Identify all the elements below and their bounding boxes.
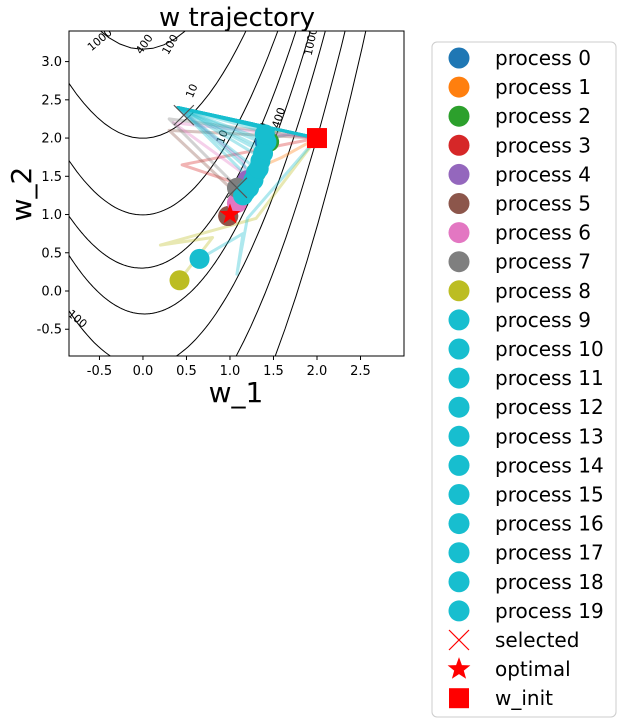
contour-line [235, 31, 346, 356]
legend-marker [448, 367, 470, 389]
legend-label: optimal [495, 657, 571, 681]
x-tick-label: 2.5 [350, 364, 371, 379]
legend-marker [448, 425, 470, 447]
endpoint-process-9 [189, 248, 210, 269]
y-tick-label: 3.0 [41, 55, 62, 70]
contour-label: 400 [133, 32, 156, 57]
selected-marker [226, 177, 248, 199]
plot-frame [68, 30, 405, 357]
trajectory-process-9 [198, 137, 319, 276]
legend-marker [448, 484, 470, 505]
contour-label: 10 [183, 82, 200, 100]
y-tick-label: 2.5 [41, 93, 62, 108]
legend-box [431, 41, 617, 718]
legend-label: process 9 [495, 308, 591, 332]
contour-line [69, 31, 279, 216]
legend-marker [448, 163, 470, 185]
contour-line [69, 31, 326, 356]
optimal-star [219, 203, 241, 224]
y-axis-ticks: -0.5 0.0 0.5 1.0 1.5 2.0 2.5 3.0 [37, 55, 69, 338]
x-tick-label: 0.5 [176, 364, 197, 379]
legend-label: process 10 [495, 337, 604, 361]
legend-marker [448, 629, 470, 651]
contour-label: 400 [269, 106, 288, 130]
contour-label: 1000 [85, 26, 115, 54]
legend-label: process 2 [495, 104, 591, 128]
legend-label: process 11 [495, 366, 604, 390]
y-tick-label: 0.5 [41, 246, 62, 261]
contour-line [99, 31, 187, 50]
x-tick-label: 2.0 [307, 364, 328, 379]
legend-label: process 12 [495, 395, 604, 419]
legend-label: w_init [495, 686, 553, 710]
legend-label: process 4 [495, 162, 591, 186]
legend-marker [448, 251, 470, 273]
legend-marker [449, 688, 469, 709]
w-init-square [306, 128, 327, 149]
markers [169, 104, 327, 291]
y-tick-label: -0.5 [37, 323, 62, 338]
legend-marker [448, 396, 470, 418]
legend-label: process 15 [495, 483, 604, 507]
legend-marker [448, 454, 470, 476]
legend-marker [448, 600, 470, 622]
endpoint-process-8 [169, 270, 190, 291]
legend-marker [448, 105, 470, 127]
legend-label: process 0 [495, 46, 591, 70]
endpoint-process-17 [253, 143, 274, 164]
legend-marker [448, 309, 470, 331]
endpoint-process-16 [235, 181, 256, 202]
y-axis-label: w_2 [5, 167, 38, 222]
selected-marker [173, 104, 195, 126]
legend-marker [448, 76, 470, 98]
contour-line [69, 31, 247, 139]
x-tick-label: 1.0 [220, 364, 241, 379]
legend-label: process 19 [495, 599, 604, 623]
y-tick-label: 1.0 [41, 208, 62, 223]
x-tick-label: -0.5 [87, 364, 112, 379]
y-tick-label: 0.0 [41, 285, 62, 300]
legend-label: process 13 [495, 424, 604, 448]
chart-title: w trajectory [159, 3, 315, 33]
legend-label: process 16 [495, 512, 604, 536]
legend-marker [448, 134, 470, 156]
legend-label: process 7 [495, 250, 591, 274]
legend: process 0 process 1 process 2 process 3 proc… [431, 41, 617, 718]
legend-marker [448, 193, 470, 214]
y-tick-label: 2.0 [41, 132, 62, 147]
legend-marker [448, 542, 470, 564]
x-tick-label: 0.0 [133, 364, 154, 379]
legend-marker [448, 571, 470, 593]
endpoint-process-19 [254, 124, 275, 145]
legend-label: process 5 [495, 192, 591, 216]
x-tick-label: 1.5 [263, 364, 284, 379]
contour-label: 10 [214, 128, 231, 146]
y-tick-label: 1.5 [41, 170, 62, 185]
legend-label: process 8 [495, 279, 591, 303]
legend-marker [448, 280, 470, 302]
legend-label: process 1 [495, 75, 591, 99]
legend-label: selected [495, 628, 579, 652]
x-axis-label: w_1 [209, 376, 264, 409]
legend-marker [448, 513, 470, 535]
contour-label: 1000 [302, 27, 321, 57]
contour-line [274, 31, 367, 356]
legend-label: process 17 [495, 541, 604, 565]
x-axis-ticks: -0.5 0.0 0.5 1.0 1.5 2.0 2.5 [87, 356, 371, 379]
legend-label: process 3 [495, 133, 591, 157]
legend-marker [447, 657, 471, 679]
endpoint-process-18 [248, 158, 269, 179]
legend-marker [448, 47, 470, 69]
legend-label: process 6 [495, 221, 591, 245]
legend-marker [448, 222, 470, 244]
legend-label: process 18 [495, 570, 604, 594]
legend-marker [448, 338, 470, 360]
legend-label: process 14 [495, 453, 604, 477]
